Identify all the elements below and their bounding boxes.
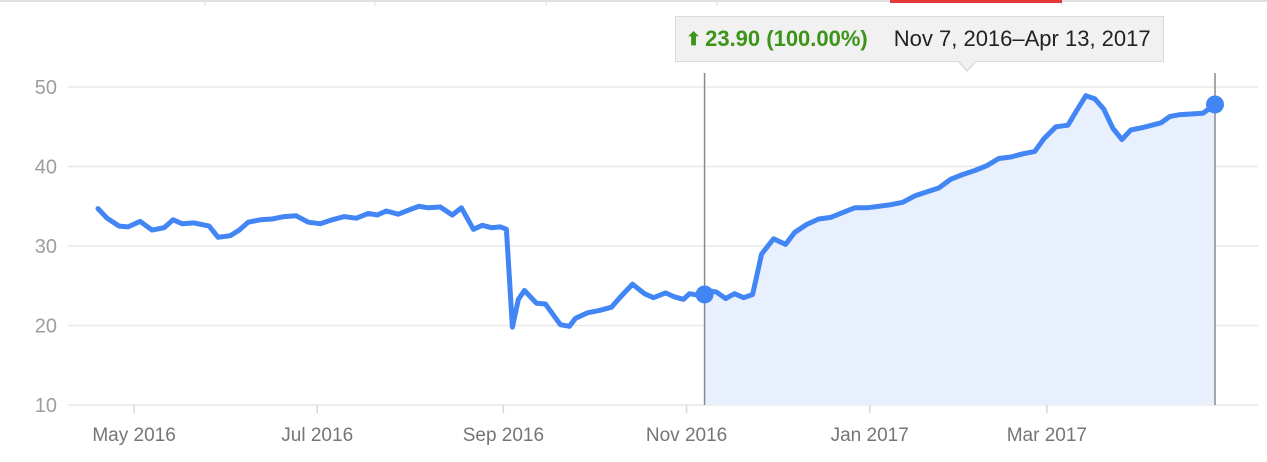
x-tick-label: Sep 2016 (463, 425, 544, 446)
y-tick-label: 10 (35, 395, 57, 417)
tooltip-caret-fill (958, 60, 976, 70)
x-tick-label: Jul 2016 (281, 425, 353, 446)
y-axis-ticks: 50 40 30 20 10 (35, 77, 57, 417)
x-axis-ticks: May 2016 Jul 2016 Sep 2016 Nov 2016 Jan 2017… (92, 405, 1087, 446)
x-tick-label: Nov 2016 (646, 425, 727, 446)
y-tick-label: 20 (35, 316, 57, 338)
price-change: ⬆ 23.90 (100.00%) (686, 26, 868, 52)
y-tick-label: 30 (35, 236, 57, 258)
top-tab-strip (0, 0, 1267, 6)
y-tick-label: 40 (35, 157, 57, 179)
x-tick-label: Mar 2017 (1007, 425, 1087, 446)
x-tick-label: May 2016 (92, 425, 175, 446)
x-tick-label: Jan 2017 (831, 425, 909, 446)
price-series-line (95, 93, 1218, 330)
selection-end-handle (1205, 95, 1224, 114)
selection-area-fill (704, 95, 1215, 405)
price-change-value: 23.90 (100.00%) (705, 26, 868, 51)
up-arrow-icon: ⬆ (686, 28, 702, 49)
range-change-tooltip: ⬆ 23.90 (100.00%) Nov 7, 2016–Apr 13, 20… (675, 16, 1164, 62)
active-tab-indicator (890, 0, 1062, 3)
plot-area[interactable] (95, 73, 1224, 405)
selection-start-handle (695, 285, 714, 304)
y-tick-label: 50 (35, 77, 57, 99)
date-range-label: Nov 7, 2016–Apr 13, 2017 (893, 26, 1151, 51)
